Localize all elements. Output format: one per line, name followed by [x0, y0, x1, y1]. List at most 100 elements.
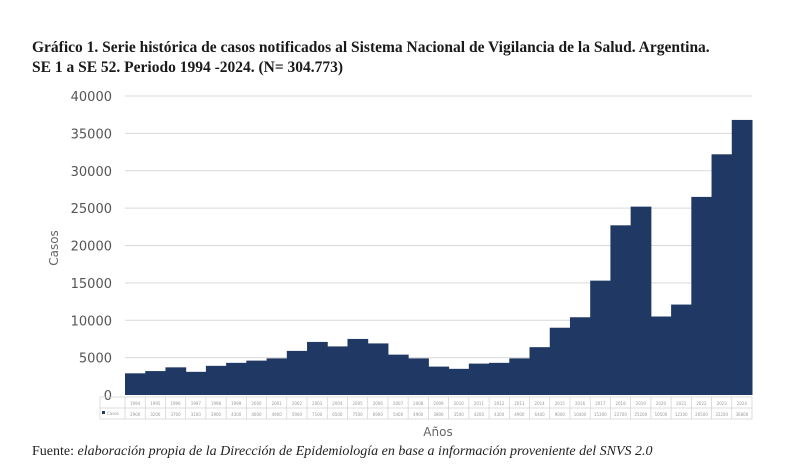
y-tick-label: 10000	[71, 314, 112, 329]
bar-2010	[448, 368, 470, 395]
bar-2019	[630, 206, 652, 395]
data-table-value: 3700	[170, 412, 181, 417]
data-table-value: 4200	[474, 412, 485, 417]
data-table-value: 4900	[272, 412, 283, 417]
data-table-value: 3200	[150, 412, 161, 417]
bar-2012	[489, 362, 510, 395]
x-tick-label: 2008	[413, 401, 424, 406]
data-table-value: 3500	[454, 412, 465, 417]
bar-1999	[226, 362, 247, 395]
data-table-value: 5400	[393, 412, 404, 417]
y-tick-label: 30000	[71, 165, 112, 180]
y-axis-label: Casos	[47, 230, 61, 266]
x-tick-label: 1996	[170, 401, 181, 406]
bar-2004	[327, 346, 348, 395]
data-table-value: 4300	[494, 412, 505, 417]
y-tick-label: 15000	[71, 277, 112, 292]
x-tick-label: 1995	[150, 401, 161, 406]
data-table-value: 12100	[675, 412, 688, 417]
data-table-value: 9000	[555, 412, 566, 417]
x-tick-label: 2019	[636, 401, 647, 406]
x-tick-label: 2005	[353, 401, 364, 406]
legend-label: Casos	[107, 411, 119, 416]
x-tick-label: 1999	[231, 401, 242, 406]
x-tick-label: 2006	[373, 401, 384, 406]
x-tick-label: 2017	[595, 401, 606, 406]
x-tick-label: 1997	[191, 401, 202, 406]
legend-swatch	[102, 411, 105, 414]
x-tick-label: 1998	[211, 401, 222, 406]
bar-2003	[307, 341, 328, 395]
bar-2021	[671, 304, 692, 395]
bar-2008	[408, 358, 429, 395]
x-tick-label: 2010	[454, 401, 465, 406]
data-table-value: 22700	[614, 412, 627, 417]
bar-1997	[185, 371, 207, 395]
data-table-value: 6900	[373, 412, 384, 417]
x-tick-label: 2011	[474, 401, 485, 406]
x-tick-label: 2009	[433, 401, 444, 406]
bar-2016	[569, 317, 591, 395]
data-table-value: 3900	[211, 412, 222, 417]
bar-2014	[529, 347, 551, 395]
x-axis-label: Años	[423, 425, 452, 439]
x-tick-label: 2014	[535, 401, 546, 406]
y-tick-label: 20000	[71, 240, 112, 255]
data-table-value: 6400	[535, 412, 546, 417]
source-label: Fuente:	[32, 444, 74, 459]
y-tick-label: 25000	[71, 202, 112, 217]
x-tick-label: 1994	[130, 401, 141, 406]
data-table-value: 4600	[251, 412, 262, 417]
data-table-value: 36800	[736, 412, 749, 417]
chart-title: Gráfico 1. Serie histórica de casos noti…	[32, 38, 792, 78]
data-table-value: 7100	[312, 412, 323, 417]
x-tick-label: 2016	[575, 401, 586, 406]
data-table-value: 10500	[655, 412, 668, 417]
x-tick-label: 2007	[393, 401, 404, 406]
bar-2024	[731, 119, 753, 396]
bar-2000	[246, 360, 268, 395]
x-tick-label: 2024	[737, 401, 748, 406]
data-table-value: 26500	[695, 412, 708, 417]
x-tick-label: 2013	[514, 401, 525, 406]
bar-2006	[367, 343, 389, 395]
bar-1994	[125, 373, 146, 395]
x-tick-label: 2000	[251, 401, 262, 406]
bar-2011	[468, 363, 490, 395]
bar-2005	[347, 338, 369, 395]
bar-2009	[428, 366, 450, 395]
source-text: elaboración propia de la Dirección de Ep…	[77, 444, 653, 459]
x-tick-label: 2002	[292, 401, 303, 406]
bar-2002	[286, 350, 308, 395]
data-table-value: 25200	[634, 412, 647, 417]
data-table-value: 4900	[413, 412, 424, 417]
bar-2015	[549, 327, 571, 395]
data-table-value: 10400	[574, 412, 587, 417]
source-footer: Fuente: elaboración propia de la Direcci…	[32, 444, 653, 460]
bar-1996	[165, 367, 187, 395]
y-tick-label: 5000	[79, 352, 112, 367]
data-table-value: 32200	[715, 412, 728, 417]
y-tick-label: 0	[104, 389, 112, 404]
bar-1998	[205, 365, 227, 395]
x-tick-label: 2012	[494, 401, 505, 406]
data-table-value: 4900	[514, 412, 525, 417]
x-tick-label: 2018	[615, 401, 626, 406]
data-table-value: 6500	[332, 412, 343, 417]
bar-2001	[266, 358, 288, 395]
bar-2017	[590, 280, 611, 395]
x-tick-label: 2015	[555, 401, 566, 406]
data-table-value: 3100	[191, 412, 202, 417]
data-table-value: 15300	[594, 412, 607, 417]
bar-2020	[650, 316, 672, 395]
x-tick-label: 2003	[312, 401, 323, 406]
x-tick-label: 2023	[717, 401, 728, 406]
bar-2022	[691, 196, 713, 395]
chart-title-line1: Gráfico 1. Serie histórica de casos noti…	[32, 39, 710, 56]
bar-2007	[387, 354, 409, 395]
y-tick-label: 40000	[71, 90, 112, 105]
data-table-value: 7500	[353, 412, 364, 417]
data-table-value: 2900	[130, 412, 141, 417]
chart-title-line2: SE 1 a SE 52. Periodo 1994 -2024. (N= 30…	[32, 59, 344, 76]
